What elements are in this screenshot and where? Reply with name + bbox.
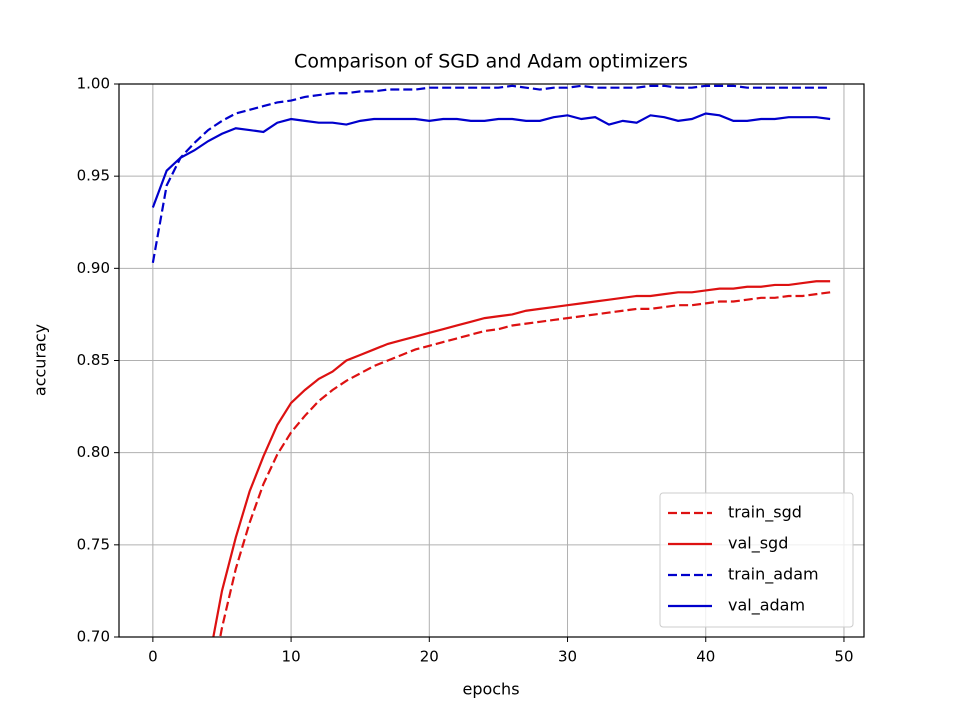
y-tick-label: 0.80 (77, 443, 110, 461)
y-tick-label: 1.00 (77, 75, 110, 93)
legend-label: train_adam (728, 565, 819, 585)
y-tick-label: 0.95 (77, 167, 110, 185)
legend-box (659, 492, 854, 628)
legend-label: val_sgd (728, 534, 788, 554)
x-tick-label: 30 (558, 648, 577, 666)
series-line (212, 280, 831, 637)
plot-area (151, 84, 831, 637)
chart-title: Comparison of SGD and Adam optimizers (294, 51, 688, 73)
y-axis-label: accuracy (31, 324, 50, 396)
x-tick-label: 10 (282, 648, 301, 666)
series-line (151, 112, 831, 208)
legend-label: train_sgd (728, 503, 802, 523)
y-tick-label: 0.75 (77, 535, 110, 553)
x-tick-label: 20 (420, 648, 439, 666)
y-tick-label: 0.70 (77, 628, 110, 646)
x-tick-label: 50 (834, 648, 853, 666)
x-axis-label: epochs (462, 680, 519, 699)
y-tick-label: 0.85 (77, 351, 110, 369)
legend-label: val_adam (728, 596, 805, 616)
x-tick-label: 0 (148, 648, 158, 666)
x-tick-label: 40 (696, 648, 715, 666)
series-line (151, 84, 831, 263)
axes-frame (118, 83, 865, 638)
series-line (219, 291, 831, 637)
y-tick-label: 0.90 (77, 259, 110, 277)
